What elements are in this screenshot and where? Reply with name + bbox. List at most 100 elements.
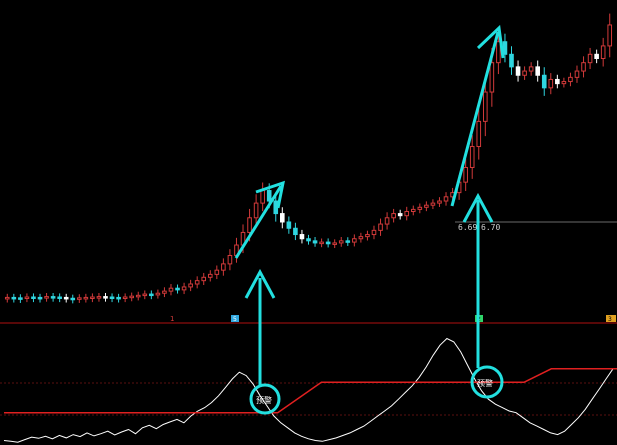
candle-body — [528, 66, 534, 72]
candle-body — [122, 296, 128, 300]
candle-body — [109, 296, 115, 300]
candle-body — [568, 76, 573, 83]
candle-body — [496, 41, 501, 64]
price-tag-left: 6.69 — [458, 223, 477, 232]
candlestick-series — [4, 13, 613, 304]
candle-body — [221, 263, 226, 271]
candle-body — [600, 45, 606, 59]
annotation-group-1: 预警 — [234, 180, 285, 415]
candle-body — [424, 204, 429, 208]
candle-body — [280, 213, 285, 223]
candle-body — [443, 196, 449, 202]
candle-body — [417, 206, 423, 210]
candle-body — [548, 78, 554, 89]
candle-body — [594, 53, 599, 59]
signal-label-1: 预警 — [256, 395, 272, 405]
signal-line — [4, 368, 617, 414]
candle-body — [129, 295, 134, 299]
candle-body — [371, 229, 377, 236]
signal-circle-1 — [249, 383, 281, 415]
candle-body — [253, 202, 259, 219]
price-tag-right: 6.70 — [481, 223, 500, 232]
candle-body — [90, 296, 95, 300]
candle-body — [11, 296, 17, 300]
candle-body — [57, 296, 62, 300]
trend-arrow-shaft-1 — [234, 185, 283, 259]
candle-body — [44, 296, 49, 299]
candle-body — [247, 217, 252, 233]
candle-body — [188, 283, 193, 288]
candle-body — [103, 296, 108, 299]
signal-circle-2 — [470, 365, 504, 399]
divider-marker-box-1 — [231, 315, 239, 322]
annotation-group-2: 预警 — [450, 24, 505, 399]
candle-body — [293, 227, 298, 236]
candle-body — [574, 70, 580, 78]
candle-body — [260, 190, 265, 204]
candle-body — [194, 280, 200, 285]
candle-body — [201, 276, 207, 282]
candle-body — [476, 120, 482, 148]
candle-body — [312, 240, 318, 244]
candle-body — [299, 234, 305, 240]
candle-body — [135, 294, 141, 298]
divider-marker-box-3 — [606, 315, 616, 322]
candle-body — [587, 53, 593, 64]
candle-body — [181, 286, 187, 291]
candle-body — [155, 292, 161, 296]
candle-body — [168, 287, 174, 292]
indicator-line — [3, 337, 614, 443]
candle-body — [77, 297, 82, 300]
candle-body — [214, 269, 220, 275]
candle-body — [325, 241, 331, 245]
candle-body — [63, 296, 69, 300]
candle-body — [266, 190, 272, 202]
candle-body — [345, 240, 351, 243]
candle-body — [430, 202, 436, 206]
candle-body — [352, 238, 357, 243]
trend-arrow-head-1 — [255, 180, 285, 209]
candle-body — [149, 293, 154, 297]
signal-label-2: 预警 — [477, 378, 493, 388]
candle-body — [365, 234, 370, 238]
candle-body — [50, 296, 56, 299]
candle-body — [410, 208, 416, 212]
candle-body — [70, 297, 76, 301]
candle-body — [332, 242, 337, 245]
candle-body — [175, 287, 180, 291]
candle-body — [469, 146, 475, 168]
signal-arrow-head-1 — [244, 268, 276, 299]
candle-body — [83, 296, 89, 300]
divider-marker-1: 1 — [170, 315, 174, 323]
candle-body — [319, 241, 324, 245]
candle-body — [306, 238, 311, 242]
candle-body — [561, 81, 567, 85]
candle-body — [509, 53, 514, 68]
candle-body — [18, 297, 23, 300]
candle-body — [142, 293, 148, 297]
candle-body — [483, 91, 488, 122]
candle-body — [463, 166, 468, 183]
candle-body — [607, 24, 613, 47]
divider-marker-4: 3 — [608, 316, 612, 323]
candle-body — [404, 210, 410, 217]
candle-body — [535, 66, 540, 76]
trend-arrow-shaft-2 — [450, 31, 500, 207]
candle-body — [227, 255, 233, 265]
candle-body — [96, 296, 102, 299]
divider-marker-2: 5 — [233, 316, 237, 323]
candle-body — [581, 62, 586, 72]
candle-body — [4, 296, 10, 300]
candle-body — [555, 78, 560, 85]
candle-body — [541, 74, 547, 89]
candle-body — [397, 213, 403, 217]
candle-body — [162, 290, 167, 294]
trend-arrow-head-2 — [476, 24, 505, 59]
candle-body — [286, 221, 292, 229]
candle-body — [207, 273, 213, 278]
candle-body — [31, 296, 36, 300]
candle-body — [116, 296, 121, 300]
candle-body — [24, 296, 30, 300]
candle-body — [378, 223, 383, 231]
